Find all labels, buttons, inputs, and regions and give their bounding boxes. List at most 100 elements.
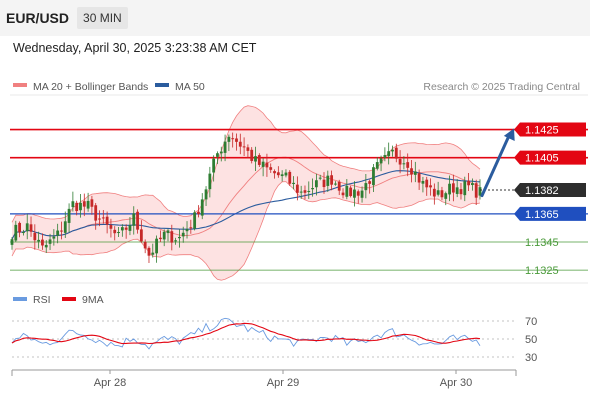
level-tag-1.1405 <box>514 150 586 165</box>
candle-body <box>265 162 269 168</box>
candle-body <box>86 200 90 209</box>
candle-body <box>425 179 429 188</box>
rsi-line <box>11 317 481 350</box>
ma50-line <box>11 170 481 240</box>
candle-body <box>311 188 314 190</box>
candle-body <box>368 181 372 184</box>
candle-body <box>459 189 463 195</box>
candle-body <box>432 188 436 197</box>
candle-body <box>132 213 136 226</box>
candle-body <box>185 229 189 232</box>
candle-body <box>314 180 318 188</box>
candle-body <box>440 190 444 198</box>
candle-body <box>257 155 261 165</box>
candle-body <box>413 171 417 175</box>
candle-body <box>113 229 117 234</box>
level-label-1.1405: 1.1405 <box>525 153 559 165</box>
x-tick-label: Apr 29 <box>267 377 299 389</box>
rsi-tick-70: 70 <box>525 316 537 328</box>
symbol-label: EUR/USD <box>6 10 70 26</box>
candle-body <box>235 138 238 142</box>
bollinger-lower-line <box>11 181 481 281</box>
candle-body <box>25 223 29 232</box>
candle-body <box>170 231 174 243</box>
candle-body <box>105 216 109 225</box>
ma20-line <box>11 156 481 240</box>
level-tag-1.1425 <box>514 122 586 137</box>
level-label-1.1345: 1.1345 <box>525 237 559 249</box>
candle-body <box>22 232 25 234</box>
datetime-label: Wednesday, April 30, 2025 3:23:38 AM CET <box>13 41 257 55</box>
candle-body <box>254 156 257 162</box>
candle-body <box>174 240 178 242</box>
candle-body <box>307 190 311 192</box>
candle-body <box>467 180 470 186</box>
rsi-ma-line <box>11 322 481 345</box>
legend-swatch-bollinger <box>13 83 27 87</box>
candle-body <box>75 202 79 212</box>
candle-body <box>322 179 326 188</box>
candle-body <box>292 182 295 185</box>
legend-swatch-rsi <box>13 297 27 301</box>
candle-body <box>204 189 208 200</box>
candle-body <box>219 151 223 154</box>
bollinger-upper-line <box>11 105 481 223</box>
candle-body <box>364 183 368 191</box>
candle-body <box>345 185 349 197</box>
candle-body <box>143 241 147 249</box>
candle-body <box>48 239 52 244</box>
candle-body <box>242 146 246 148</box>
candle-body <box>79 202 82 211</box>
legend-label-ma50: MA 50 <box>175 81 205 93</box>
bollinger-band-area <box>12 105 480 281</box>
candle-body <box>10 239 14 245</box>
candle-body <box>478 187 482 196</box>
candle-body <box>151 252 155 255</box>
candle-body <box>326 175 330 186</box>
level-label-1.1325: 1.1325 <box>525 265 559 277</box>
candle-body <box>421 180 425 184</box>
candle-body <box>391 149 394 152</box>
candle-body <box>448 183 451 195</box>
candle-body <box>398 159 402 165</box>
legend-label-rsi: RSI <box>33 294 51 306</box>
candle-body <box>44 244 48 248</box>
legend-label-9ma: 9MA <box>82 294 104 306</box>
candle-body <box>334 183 337 185</box>
candle-body <box>71 201 75 208</box>
candle-body <box>178 236 181 239</box>
candle-body <box>250 149 254 161</box>
level-label-1.1365: 1.1365 <box>525 209 559 221</box>
candle-body <box>402 163 406 165</box>
candle-body <box>193 212 197 229</box>
candle-body <box>406 162 410 168</box>
candle-body <box>417 173 421 183</box>
candle-body <box>208 173 212 190</box>
candle-body <box>101 217 105 219</box>
candle-body <box>353 189 356 198</box>
candle-body <box>29 224 33 232</box>
candle-body <box>37 239 41 242</box>
candle-body <box>162 231 166 240</box>
candle-body <box>360 190 364 198</box>
level-label-1.1425: 1.1425 <box>525 125 559 137</box>
candle-body <box>394 147 398 159</box>
candle-body <box>82 201 86 207</box>
candle-body <box>356 191 360 196</box>
rsi-tick-50: 50 <box>525 334 537 346</box>
candle-body <box>52 236 56 239</box>
candle-body <box>288 171 292 184</box>
candle-body <box>295 184 299 193</box>
candle-body <box>246 147 250 151</box>
candle-body <box>375 162 379 169</box>
candle-body <box>273 171 276 174</box>
candle-body <box>463 181 467 196</box>
timeframe-badge[interactable]: 30 MIN <box>77 7 128 29</box>
candle-body <box>60 230 63 232</box>
current-price-tag <box>514 183 586 197</box>
projection-arrow-shaft <box>480 132 512 198</box>
candle-body <box>181 232 185 237</box>
candle-body <box>318 177 322 179</box>
candle-body <box>444 193 448 199</box>
